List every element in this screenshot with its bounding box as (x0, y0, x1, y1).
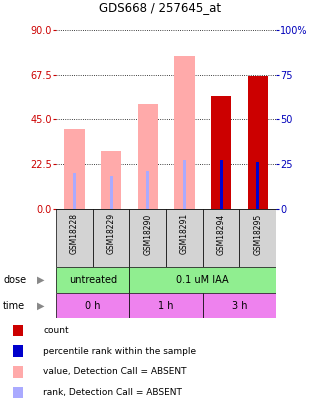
Bar (248, 76, 268, 209)
Text: GSM18290: GSM18290 (143, 213, 152, 254)
Bar (93, 209, 129, 267)
Bar (13, 324, 23, 336)
Text: rank, Detection Call = ABSENT: rank, Detection Call = ABSENT (43, 388, 182, 397)
Bar (183, 160, 186, 209)
Bar (110, 177, 113, 209)
Text: ▶: ▶ (37, 275, 44, 285)
Bar (56, 293, 129, 318)
Bar (203, 293, 276, 318)
Text: GSM18294: GSM18294 (217, 213, 226, 254)
Bar (211, 96, 231, 209)
Bar (73, 173, 76, 209)
Bar (13, 366, 23, 377)
Bar (13, 387, 23, 399)
Text: count: count (43, 326, 69, 335)
Bar (129, 293, 203, 318)
Text: 3 h: 3 h (232, 301, 247, 311)
Text: GSM18291: GSM18291 (180, 213, 189, 254)
Bar (166, 209, 203, 267)
Bar (146, 171, 149, 209)
Text: GSM18229: GSM18229 (107, 213, 116, 254)
Text: 1 h: 1 h (158, 301, 174, 311)
Text: GSM18228: GSM18228 (70, 213, 79, 254)
Bar (129, 267, 276, 293)
Text: value, Detection Call = ABSENT: value, Detection Call = ABSENT (43, 367, 187, 376)
Bar (56, 209, 93, 267)
Text: ▶: ▶ (37, 301, 44, 311)
Bar (65, 129, 84, 209)
Text: dose: dose (3, 275, 26, 285)
Bar (239, 209, 276, 267)
Text: 0.1 uM IAA: 0.1 uM IAA (177, 275, 229, 285)
Bar (220, 160, 222, 209)
Bar (13, 345, 23, 357)
Bar (129, 209, 166, 267)
Text: GDS668 / 257645_at: GDS668 / 257645_at (100, 1, 221, 14)
Text: time: time (3, 301, 25, 311)
Bar (256, 162, 259, 209)
Text: untreated: untreated (69, 275, 117, 285)
Text: percentile rank within the sample: percentile rank within the sample (43, 347, 196, 356)
Bar (203, 209, 239, 267)
Text: 0 h: 0 h (85, 301, 100, 311)
Bar (138, 104, 158, 209)
Bar (56, 267, 129, 293)
Text: GSM18295: GSM18295 (253, 213, 262, 254)
Bar (174, 56, 195, 209)
Bar (101, 151, 121, 209)
